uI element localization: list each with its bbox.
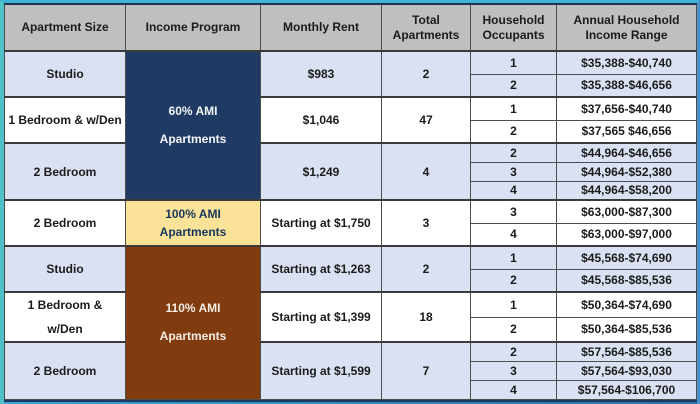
table-row: 1 Bedroom & w/Den Starting at $1,399 18 1 $50… <box>4 291 697 343</box>
column-header: Annual Household Income Range <box>556 3 697 52</box>
monthly-rent-cell: Starting at $1,750 <box>260 199 382 247</box>
apartment-size-cell: Studio <box>4 50 126 98</box>
income-range-cell: $45,568-$85,536 <box>556 268 697 293</box>
income-range-cell: $63,000-$87,300 <box>556 199 697 224</box>
table-row: 2 $50,364-$85,536 <box>5 316 697 343</box>
monthly-rent-cell: Starting at $1,599 <box>260 341 382 400</box>
household-occupants-cell: 1 <box>470 245 557 270</box>
income-range-cell: $57,564-$106,700 <box>556 379 697 400</box>
table-row: 2 Bedroom Starting at $1,599 7 2 $57,564-$85… <box>4 341 697 400</box>
income-range-cell: $44,964-$58,200 <box>556 180 697 201</box>
apartment-size-cell: 1 Bedroom & w/Den <box>4 96 126 144</box>
total-apartments-cell: 7 <box>381 341 471 400</box>
income-range-cell: $35,388-$40,740 <box>556 50 697 75</box>
household-occupants-cell: 2 <box>470 73 557 98</box>
apartment-size-cell: 2 Bedroom <box>4 341 126 400</box>
monthly-rent-cell: $1,046 <box>260 96 382 144</box>
household-occupants-cell: 3 <box>470 199 557 224</box>
apartment-size-cell: 2 Bedroom <box>4 199 126 247</box>
column-header: Household Occupants <box>470 3 557 52</box>
monthly-rent-cell: $1,249 <box>260 142 382 201</box>
total-apartments-cell: 2 <box>381 50 471 98</box>
header-row: Apartment Size Income Program Monthly Rent… <box>4 3 697 52</box>
table-row: 2 $45,568-$85,536 <box>5 268 697 293</box>
monthly-rent-cell: Starting at $1,263 <box>260 245 382 293</box>
apartment-size-cell: 2 Bedroom <box>4 142 126 201</box>
table-row: 4 $63,000-$97,000 <box>5 222 697 247</box>
table-row: 2 Bedroom $1,249 4 2 $44,964-$46,656 <box>4 142 697 201</box>
column-header: Total Apartments <box>381 3 471 52</box>
apartment-size-cell: 1 Bedroom & w/Den <box>4 291 126 343</box>
table-row: 4 $57,564-$106,700 <box>5 379 697 400</box>
column-header: Income Program <box>125 3 261 52</box>
income-range-cell: $37,656-$40,740 <box>556 96 697 121</box>
household-occupants-cell: 4 <box>470 180 557 201</box>
apartments-table: Apartment Size Income Program Monthly Rent… <box>4 3 697 400</box>
bottom-accent-bar <box>4 399 697 404</box>
total-apartments-cell: 2 <box>381 245 471 293</box>
income-program-cell: 110% AMI Apartments <box>125 245 261 400</box>
income-range-cell: $37,565 $46,656 <box>556 119 697 144</box>
household-occupants-cell: 2 <box>470 268 557 293</box>
income-range-cell: $57,564-$85,536 <box>556 341 697 362</box>
household-occupants-cell: 2 <box>470 119 557 144</box>
total-apartments-cell: 4 <box>381 142 471 201</box>
household-occupants-cell: 3 <box>470 360 557 381</box>
income-range-cell: $50,364-$74,690 <box>556 291 697 318</box>
table-row: 2 $35,388-$46,656 <box>5 73 697 98</box>
income-program-cell: 100% AMI Apartments <box>125 199 261 247</box>
household-occupants-cell: 1 <box>470 96 557 121</box>
income-range-cell: $44,964-$46,656 <box>556 142 697 163</box>
monthly-rent-cell: $983 <box>260 50 382 98</box>
income-range-cell: $35,388-$46,656 <box>556 73 697 98</box>
table-row: 2 Bedroom 100% AMI Apartments Starting at $… <box>4 199 697 247</box>
income-program-cell: 60% AMI Apartments <box>125 50 261 201</box>
table-row: 1 Bedroom & w/Den $1,046 47 1 $37,656-$40,74… <box>4 96 697 144</box>
income-range-cell: $45,568-$74,690 <box>556 245 697 270</box>
household-occupants-cell: 2 <box>470 341 557 362</box>
household-occupants-cell: 1 <box>470 50 557 75</box>
household-occupants-cell: 2 <box>470 316 557 343</box>
income-range-cell: $44,964-$52,380 <box>556 161 697 182</box>
income-range-cell: $50,364-$85,536 <box>556 316 697 343</box>
total-apartments-cell: 18 <box>381 291 471 343</box>
household-occupants-cell: 2 <box>470 142 557 163</box>
total-apartments-cell: 3 <box>381 199 471 247</box>
column-header: Apartment Size <box>4 3 126 52</box>
total-apartments-cell: 47 <box>381 96 471 144</box>
monthly-rent-cell: Starting at $1,399 <box>260 291 382 343</box>
household-occupants-cell: 3 <box>470 161 557 182</box>
household-occupants-cell: 4 <box>470 379 557 400</box>
table-row: Studio 60% AMI Apartments $983 2 1 $35,388-$40… <box>4 50 697 201</box>
apartment-size-cell: Studio <box>4 245 126 293</box>
table-row: Studio 110% AMI Apartments Starting at $1,2… <box>4 245 697 400</box>
income-range-cell: $63,000-$97,000 <box>556 222 697 247</box>
household-occupants-cell: 4 <box>470 222 557 247</box>
income-range-cell: $57,564-$93,030 <box>556 360 697 381</box>
household-occupants-cell: 1 <box>470 291 557 318</box>
column-header: Monthly Rent <box>260 3 382 52</box>
